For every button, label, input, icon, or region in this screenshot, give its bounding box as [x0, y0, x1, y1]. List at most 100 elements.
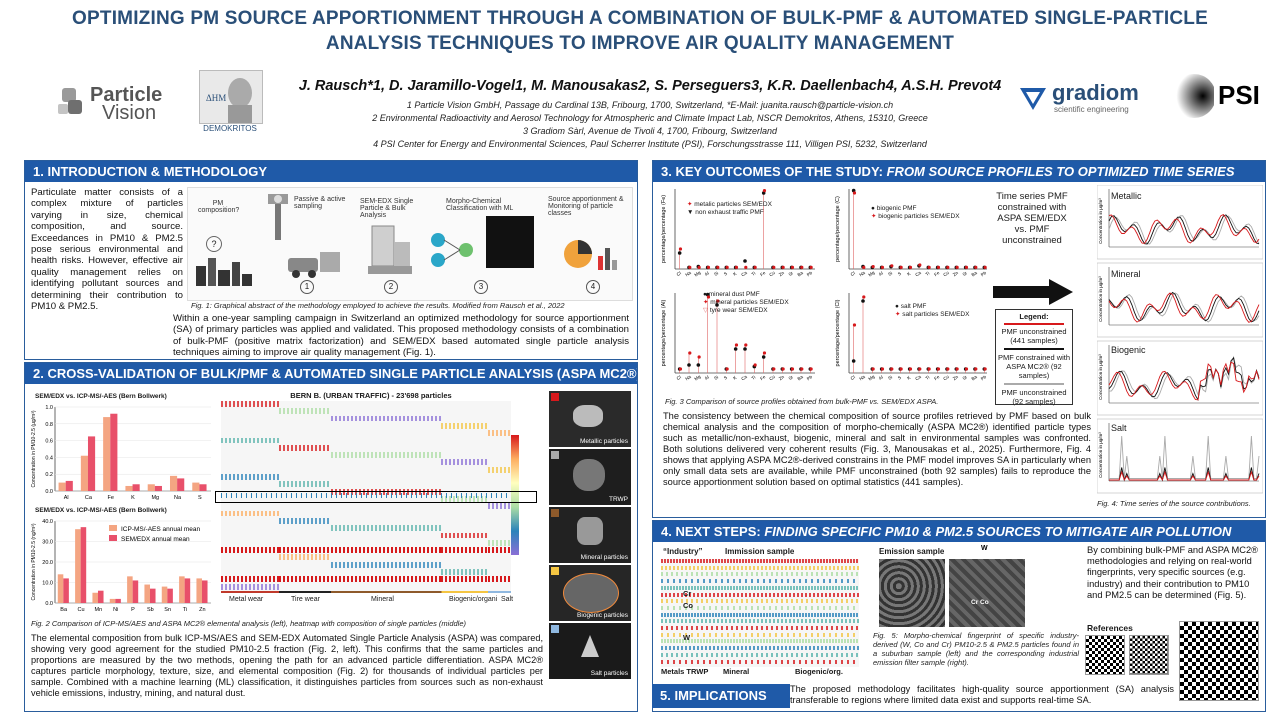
plot-4-legend-b: ✦ salt particles SEM/EDX — [895, 311, 970, 318]
heatmap-group-mineral: Mineral — [371, 596, 394, 603]
step-3-label: Morpho-Chemical Classification with ML — [446, 198, 514, 212]
profile-x-tick: Zn — [952, 374, 960, 381]
heatmap-row-segment — [221, 401, 279, 407]
heatmap-row-segment — [221, 474, 279, 480]
profile-point-sem — [899, 265, 903, 269]
profile-point-sem — [955, 367, 959, 371]
profile-x-tick: Zn — [778, 270, 786, 277]
heatmap-group-metal: Metal wear — [229, 596, 264, 603]
heatmap-row-segment — [221, 583, 279, 590]
y-tick-label: 0.6 — [45, 439, 53, 445]
bar — [201, 580, 208, 603]
immission-heatmap-row — [661, 565, 859, 570]
bar — [169, 475, 178, 491]
section-1-intro: Particulate matter consists of a complex… — [31, 187, 183, 313]
plot-3-legend-a: ● mineral dust PMF — [703, 291, 760, 298]
figure-3-caption: Fig. 3 Comparison of source profiles obt… — [665, 397, 939, 406]
profile-point-sem — [964, 265, 969, 269]
profile-x-tick: Sr — [788, 270, 795, 277]
heatmap-row-segment — [441, 459, 488, 466]
mineral-particle-label: Mineral particles — [580, 554, 628, 561]
chart-2-svg: 0.0 10.0 20.0 30.0 40.0 Concentration in PM10… — [31, 519, 211, 613]
profile-point-sem — [800, 265, 804, 269]
heatmap-row-segment — [441, 496, 488, 502]
sem-image-thumbnail — [486, 216, 534, 268]
profile-point-sem — [974, 265, 978, 269]
section-2-heading: 2. CROSS-VALIDATION OF BULK/PMF & AUTOMA… — [25, 363, 637, 384]
profile-x-tick: Fe — [933, 270, 941, 277]
heatmap-highlight-box — [215, 491, 537, 503]
bar — [154, 485, 162, 491]
heatmap-row-segment — [487, 539, 511, 546]
profile-x-tick: Cl — [676, 375, 682, 382]
immission-heatmap-row — [661, 599, 859, 604]
immission-heatmap-row — [661, 639, 859, 644]
heatmap-row-segment — [279, 444, 332, 451]
bar — [144, 584, 150, 603]
x-tick-label: Cu — [77, 607, 84, 613]
profile-x-tick: S — [897, 375, 902, 381]
profile-x-tick: Ba — [970, 374, 978, 382]
profile-point-sem — [734, 265, 739, 269]
profile-x-tick: Cl — [676, 271, 682, 278]
profile-x-tick: Pb — [980, 270, 987, 278]
heatmap-row-segment — [331, 576, 442, 583]
ts-label-biogenic: Biogenic — [1111, 345, 1146, 355]
profile-y-label: percentage/percentage (Cl) — [835, 299, 841, 366]
profile-x-tick: Cu — [768, 270, 776, 278]
bar — [80, 455, 88, 491]
profile-x-tick: S — [897, 271, 902, 277]
heatmap-row-segment — [221, 437, 279, 444]
reference-qr-1[interactable] — [1085, 635, 1125, 675]
immission-heatmap-row — [661, 632, 859, 637]
particle-image-column: Metallic particles TRWP Mineral particle… — [549, 391, 631, 683]
profile-point-pmf — [851, 359, 856, 363]
profile-x-tick: Ti — [751, 375, 757, 381]
particle-vision-wordmark-b: Vision — [102, 102, 157, 124]
x-tick-label: Ni — [113, 607, 118, 613]
heatmap-row-segment — [279, 408, 332, 415]
profile-x-tick: Fe — [759, 270, 767, 277]
profile-x-tick: Ca — [914, 270, 922, 278]
profile-point-sem — [772, 367, 776, 371]
bar — [177, 478, 185, 491]
profile-x-tick: Cl — [850, 271, 856, 278]
immission-heatmap-row — [661, 592, 859, 597]
profile-x-tick: Zn — [778, 374, 786, 381]
profile-point-sem — [753, 265, 757, 269]
profile-x-tick: Na — [684, 270, 692, 278]
heatmap-highlight-row — [221, 493, 511, 498]
plot-3-legend-b: ✦ mineral particles SEM/EDX — [703, 299, 789, 306]
section-2-panel: 2. CROSS-VALIDATION OF BULK/PMF & AUTOMA… — [24, 362, 638, 712]
profile-x-tick: Fe — [933, 374, 941, 381]
heatmap-row-segment — [441, 422, 488, 429]
step-number-1: 1 — [300, 280, 314, 294]
bar — [127, 576, 133, 603]
immission-heatmap-row — [661, 605, 859, 610]
y-tick-label: 0.2 — [45, 472, 53, 478]
immission-heatmap-row — [661, 612, 859, 617]
profile-point-sem — [809, 265, 813, 269]
x-tick-label: Zn — [199, 607, 205, 613]
affiliation-1: 1 Particle Vision GmbH, Passage du Cardi… — [406, 100, 894, 110]
trwp-particle-image: TRWP — [549, 449, 631, 505]
poster-qr-code[interactable] — [1179, 621, 1259, 701]
heatmap-title: BERN B. (URBAN TRAFFIC) - 23'698 particl… — [290, 391, 452, 400]
legend-swatch-black — [1004, 348, 1064, 350]
y-tick-label: 0.4 — [45, 455, 53, 461]
y-tick-label: 0.8 — [45, 422, 53, 428]
figure-2-caption: Fig. 2 Comparison of ICP-MS/AES and ASPA… — [31, 619, 467, 628]
profile-point-sem — [871, 265, 875, 269]
plot-2-legend-a: ● biogenic PMF — [871, 205, 917, 212]
section-1-heading: 1. INTRODUCTION & METHODOLOGY — [25, 161, 637, 182]
ts-line — [1108, 215, 1260, 245]
immission-heatmap-row — [661, 626, 859, 630]
section-4-body: By combining bulk-PMF and ASPA MC2® meth… — [1087, 545, 1258, 600]
marker-w: W — [683, 633, 691, 642]
profile-x-tick: Ti — [925, 271, 931, 277]
reference-qr-2[interactable] — [1129, 635, 1169, 675]
profile-x-tick: Zn — [952, 270, 960, 277]
chart-1-svg: 0.0 0.2 0.4 0.6 0.8 1.0 Concentration in PM10-… — [31, 405, 211, 501]
legend-swatch — [109, 525, 117, 531]
step-1-label: Passive & active sampling — [294, 196, 346, 210]
